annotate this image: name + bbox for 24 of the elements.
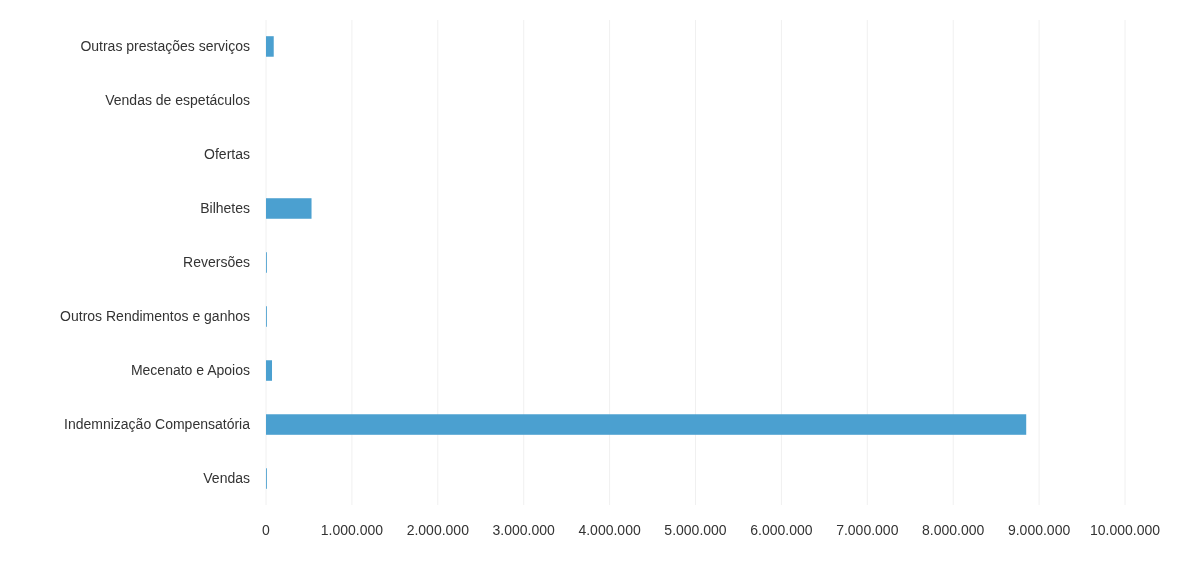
bar bbox=[266, 414, 1027, 435]
y-tick-label: Outras prestações serviços bbox=[80, 38, 250, 55]
x-tick-label: 6.000.000 bbox=[750, 522, 813, 538]
bar bbox=[266, 36, 274, 57]
x-tick-label: 1.000.000 bbox=[320, 522, 384, 538]
x-tick-label: 2.000.000 bbox=[406, 522, 470, 538]
x-tick-label: 9.000.000 bbox=[1007, 522, 1071, 538]
y-tick-label: Bilhetes bbox=[200, 200, 250, 217]
y-tick-label: Outros Rendimentos e ganhos bbox=[60, 308, 250, 325]
y-tick-label: Indemnização Compensatória bbox=[64, 416, 251, 433]
x-tick-label: 5.000.000 bbox=[664, 522, 727, 538]
y-tick-label: Vendas bbox=[203, 470, 250, 487]
x-tick-label: 0 bbox=[262, 522, 271, 538]
y-tick-label: Ofertas bbox=[204, 146, 250, 163]
y-tick-label: Reversões bbox=[183, 254, 250, 271]
x-tick-label: 10.000.000 bbox=[1089, 522, 1161, 538]
x-tick-label: 3.000.000 bbox=[492, 522, 556, 538]
x-tick-label: 8.000.000 bbox=[922, 522, 985, 538]
bar bbox=[266, 360, 273, 381]
y-tick-label: Vendas de espetáculos bbox=[105, 92, 250, 109]
bar bbox=[266, 198, 312, 219]
x-tick-label: 4.000.000 bbox=[578, 522, 641, 538]
x-tick-label: 7.000.000 bbox=[836, 522, 899, 538]
y-tick-label: Mecenato e Apoios bbox=[130, 362, 250, 379]
